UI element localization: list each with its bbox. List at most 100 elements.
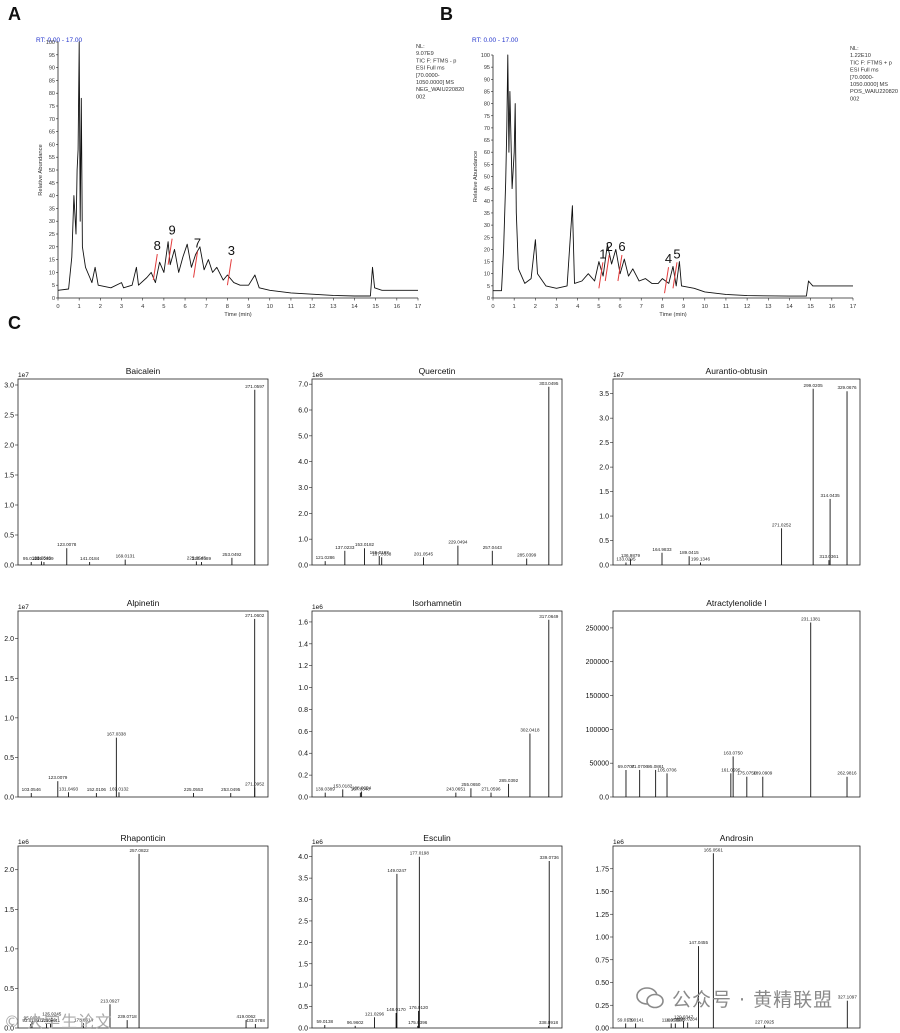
peak-mz-label: 253.0492 xyxy=(222,552,242,557)
peak-pointer-line xyxy=(152,254,158,281)
peak-mz-label: 139.0389 xyxy=(316,787,336,792)
y-tick-label: 2.0 xyxy=(4,867,14,874)
peak-pointer-line xyxy=(604,254,610,282)
x-tick-label: 2 xyxy=(99,304,102,310)
x-tick-label: 4 xyxy=(576,304,580,310)
y-tick-label: 0.5 xyxy=(298,1004,308,1011)
peak-mz-label: 148.0170 xyxy=(387,1007,407,1012)
peak-mz-label: 285.0399 xyxy=(517,553,537,558)
y-tick-label: 2.5 xyxy=(298,918,308,925)
y-tick-label: 45 xyxy=(484,187,490,193)
y-tick-label: 50000 xyxy=(590,761,610,768)
peak-mz-label: 175.0750 xyxy=(737,771,757,776)
x-tick-label: 9 xyxy=(247,304,250,310)
y-axis-label: Relative Abundance xyxy=(473,151,479,203)
y-tick-label: 1.50 xyxy=(595,889,609,896)
peak-mz-label: 255.0650 xyxy=(461,782,481,787)
plot-frame xyxy=(17,845,269,1029)
x-tick-label: 8 xyxy=(226,304,229,310)
x-tick-label: 12 xyxy=(309,304,315,310)
y-tick-label: 3.0 xyxy=(298,485,308,492)
peak-mz-label: 96.9602 xyxy=(347,1020,364,1025)
x-tick-label: 4 xyxy=(141,304,145,310)
y-tick-label: 3.5 xyxy=(599,391,609,398)
peak-mz-label: 225.0545 xyxy=(187,555,207,560)
tic-trace xyxy=(493,54,853,297)
y-tick-label: 25 xyxy=(484,235,490,241)
plot-frame xyxy=(17,378,269,566)
y-tick-label: 0.50 xyxy=(595,980,609,987)
peak-mz-label: 313.0361 xyxy=(819,554,839,559)
spectrum-title: Aurantio-obtusin xyxy=(706,366,768,376)
y-tick-label: 5 xyxy=(487,284,490,290)
x-tick-label: 7 xyxy=(205,304,208,310)
peak-mz-label: 69.0707 xyxy=(618,764,635,769)
y-tick-label: 1.0 xyxy=(599,514,609,521)
y-tick-label: 0.5 xyxy=(4,755,14,762)
y-exponent-label: 1e6 xyxy=(312,604,323,611)
x-tick-label: 3 xyxy=(120,304,123,310)
y-tick-label: 1.0 xyxy=(298,685,308,692)
y-exponent-label: 1e7 xyxy=(18,604,29,611)
y-tick-label: 0.25 xyxy=(595,1003,609,1010)
y-tick-label: 3.0 xyxy=(4,383,14,390)
y-exponent-label: 1e7 xyxy=(613,372,624,379)
peak-mz-label: 103.0546 xyxy=(32,555,52,560)
y-tick-label: 0.5 xyxy=(4,533,14,540)
spectrum-panel-baicalein: Baicalein 1e7 0.0 0.5 1.0 1.5 2.0 2.5 3.0 95.0131… xyxy=(4,366,269,570)
peak-mz-label: 199.1346 xyxy=(691,557,711,562)
spectrum-title: Alpinetin xyxy=(127,598,160,608)
peak-mz-label: 173.0614 xyxy=(74,1017,94,1022)
peak-mz-label: 329.0676 xyxy=(837,385,857,390)
peak-mz-label: 153.0182 xyxy=(333,783,353,788)
peak-mz-label: 285.0392 xyxy=(499,778,519,783)
spectrum-title: Esculin xyxy=(423,833,451,843)
peak-mz-label: 117.0340 xyxy=(37,1017,56,1022)
x-tick-label: 11 xyxy=(723,304,729,310)
y-tick-label: 0.5 xyxy=(4,986,14,993)
peak-mz-label: 229.0494 xyxy=(448,540,468,545)
spectrum-panel-esculin: Esculin 1e6 0.0 0.5 1.0 1.5 2.0 2.5 3.0 3.5 4.0 59.… xyxy=(298,833,563,1033)
x-tick-label: 8 xyxy=(661,304,664,310)
peak-mz-label: 105.0706 xyxy=(657,767,677,772)
info-line: TIC F: FTMS + p xyxy=(850,60,892,66)
spectrum-title: Atractylenolide I xyxy=(706,598,766,608)
peak-mz-label: 302.0418 xyxy=(520,728,540,733)
peak-mz-label: 81.0706 xyxy=(631,764,648,769)
y-tick-label: 15 xyxy=(484,260,490,266)
plot-frame xyxy=(311,845,563,1029)
y-tick-label: 75 xyxy=(49,104,55,110)
spectrum-panel-atractylenolide-i: Atractylenolide I 0.0 50000 100000 150000 200… xyxy=(586,598,861,802)
peak-mz-label: 164.9833 xyxy=(652,547,672,552)
y-tick-label: 0.0 xyxy=(4,795,14,802)
x-tick-label: 5 xyxy=(162,304,165,310)
peak-mz-label: 71.0141 xyxy=(627,1017,644,1022)
peak-mz-label: 189.0909 xyxy=(753,771,773,776)
x-tick-label: 9 xyxy=(682,304,685,310)
plot-frame xyxy=(311,610,563,798)
y-tick-label: 0.4 xyxy=(298,751,308,758)
peak-mz-label: 201.0545 xyxy=(414,551,434,556)
peak-mz-label: 167.0340 xyxy=(351,787,371,792)
y-tick-label: 0 xyxy=(52,296,55,302)
info-line: 1050.0000] MS xyxy=(416,80,454,86)
peak-mz-label: 103.0546 xyxy=(22,787,42,792)
x-axis-label: Time (min) xyxy=(659,312,687,318)
info-line: 002 xyxy=(416,94,425,100)
x-tick-label: 17 xyxy=(850,304,856,310)
peak-number-label: 8 xyxy=(154,238,161,253)
x-tick-label: 13 xyxy=(330,304,336,310)
info-line: NEG_WAIU220820 xyxy=(416,87,464,93)
peak-mz-label: 253.0495 xyxy=(221,787,241,792)
y-exponent-label: 1e6 xyxy=(312,839,323,846)
peak-number-label: 3 xyxy=(228,243,235,258)
y-tick-label: 3.5 xyxy=(298,876,308,883)
peak-mz-label: 169.0131 xyxy=(116,554,136,559)
y-tick-label: 150000 xyxy=(586,693,609,700)
y-tick-label: 50 xyxy=(484,175,490,181)
peak-mz-label: 95.0130 xyxy=(24,1016,41,1021)
peak-mz-label: 317.0649 xyxy=(539,614,559,619)
peak-pointer-line xyxy=(226,259,232,286)
peak-mz-label: 262.9816 xyxy=(837,771,857,776)
peak-mz-label: 131.0493 xyxy=(59,786,79,791)
